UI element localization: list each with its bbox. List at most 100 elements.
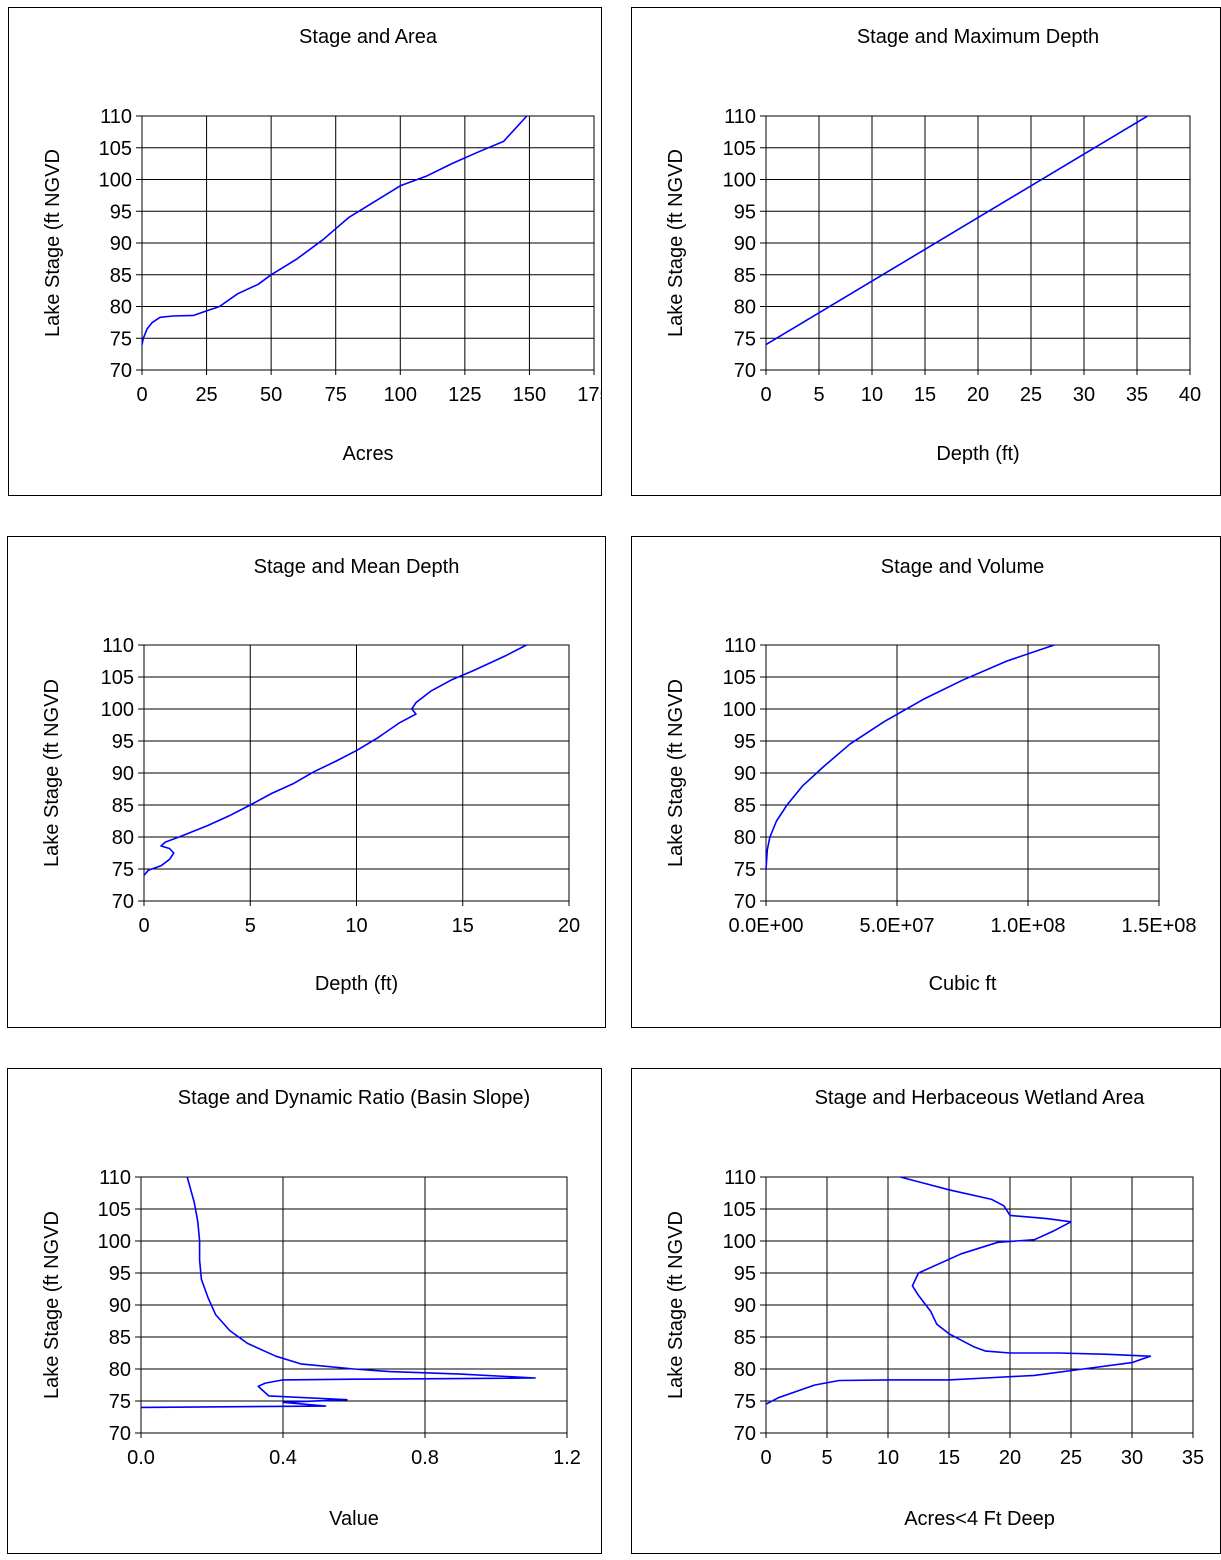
chart-title: Stage and Herbaceous Wetland Area	[815, 1087, 1146, 1109]
y-tick-label: 100	[723, 1231, 756, 1253]
chart-title: Stage and Volume	[881, 556, 1044, 578]
y-tick-label: 110	[102, 635, 134, 657]
x-tick-label: 20	[999, 1447, 1021, 1469]
x-tick-label: 0.8	[411, 1447, 439, 1469]
x-tick-label: 40	[1179, 384, 1201, 406]
y-axis-label: Lake Stage (ft NGVD	[41, 679, 63, 867]
x-tick-label: 15	[938, 1447, 960, 1469]
y-tick-label: 95	[734, 731, 756, 753]
y-tick-label: 100	[101, 699, 134, 721]
y-tick-label: 110	[724, 106, 756, 128]
y-tick-label: 105	[101, 667, 134, 689]
y-tick-label: 95	[110, 201, 132, 223]
x-tick-label: 25	[1020, 384, 1042, 406]
chart-panel-stage-volume: Stage and Volume 0.0E+00 5.0E+07 1.0E+08 1.5…	[631, 536, 1221, 1028]
y-tick-label: 90	[109, 1295, 131, 1317]
y-tick-label: 70	[734, 891, 756, 913]
chart-title: Stage and Area	[299, 26, 438, 48]
y-tick-label: 75	[109, 1391, 131, 1413]
x-tick-label: 0.0	[127, 1447, 155, 1469]
y-axis-label: Lake Stage (ft NGVD	[665, 679, 687, 867]
x-tick-label: 1.5E+08	[1121, 915, 1196, 937]
y-tick-label: 70	[734, 1423, 756, 1445]
y-tick-label: 110	[100, 106, 132, 128]
x-tick-label: 0	[760, 384, 771, 406]
x-tick-label: 25	[1060, 1447, 1082, 1469]
y-tick-label: 110	[724, 1167, 756, 1189]
x-tick-label: 150	[513, 384, 546, 406]
y-tick-label: 105	[723, 138, 756, 160]
y-tick-label: 75	[734, 859, 756, 881]
y-tick-label: 85	[734, 795, 756, 817]
series-line	[765, 115, 1149, 346]
x-axis-label: Depth (ft)	[936, 443, 1019, 465]
chart-svg: Stage and Maximum Depth 0 5 10 15 20 25 30 35 40 7…	[665, 26, 1201, 465]
y-tick-label: 80	[734, 827, 756, 849]
plot-area-frame	[140, 1176, 568, 1434]
x-tick-label: 10	[877, 1447, 899, 1469]
x-tick-label: 125	[448, 384, 481, 406]
chart-panel-stage-dynamic-ratio-box: Stage and Dynamic Ratio (Basin Slope) 0.0…	[7, 1068, 602, 1554]
y-tick-label: 100	[723, 170, 756, 192]
x-tick-label: 0	[136, 384, 147, 406]
y-tick-label: 85	[109, 1327, 131, 1349]
x-tick-label: 20	[967, 384, 989, 406]
y-tick-label: 90	[112, 763, 134, 785]
x-tick-label: 175	[577, 384, 601, 406]
x-tick-label: 5.0E+07	[859, 915, 934, 937]
x-tick-label: 100	[384, 384, 417, 406]
y-tick-label: 90	[734, 1295, 756, 1317]
y-tick-label: 100	[98, 1231, 131, 1253]
y-tick-label: 80	[109, 1359, 131, 1381]
plot-area-frame	[765, 1176, 1194, 1434]
x-axis-label: Acres	[342, 443, 393, 465]
chart-svg: Stage and Volume 0.0E+00 5.0E+07 1.0E+08 1.5…	[665, 556, 1197, 995]
series-line	[140, 1176, 536, 1409]
y-tick-label: 85	[112, 795, 134, 817]
x-tick-label: 10	[345, 915, 367, 937]
y-tick-label: 105	[98, 1199, 131, 1221]
x-tick-label: 0.4	[269, 1447, 297, 1469]
y-tick-label: 105	[99, 138, 132, 160]
x-tick-label: 30	[1073, 384, 1095, 406]
y-tick-label: 75	[110, 328, 132, 350]
y-tick-label: 110	[99, 1167, 131, 1189]
series-line	[765, 644, 1055, 870]
y-tick-label: 95	[734, 201, 756, 223]
plot-area-frame	[141, 115, 595, 371]
y-tick-label: 95	[109, 1263, 131, 1285]
x-tick-label: 0.0E+00	[728, 915, 803, 937]
x-axis-label: Cubic ft	[929, 973, 997, 995]
plot-area-frame	[765, 644, 1160, 902]
y-axis-label: Lake Stage (ft NGVD	[42, 149, 64, 337]
y-tick-label: 105	[723, 667, 756, 689]
y-tick-label: 110	[724, 635, 756, 657]
plot-area-frame	[143, 644, 570, 902]
x-tick-label: 50	[260, 384, 282, 406]
x-tick-label: 0	[760, 1447, 771, 1469]
x-tick-label: 35	[1126, 384, 1148, 406]
plot-area-frame	[765, 115, 1191, 371]
chart-title: Stage and Dynamic Ratio (Basin Slope)	[178, 1087, 530, 1109]
x-tick-label: 5	[245, 915, 256, 937]
x-axis-label: Depth (ft)	[315, 973, 398, 995]
y-tick-label: 75	[734, 1391, 756, 1413]
x-tick-label: 30	[1121, 1447, 1143, 1469]
chart-svg: Stage and Area 0 25 50 75 100 125 150 175 70 75 80 8…	[42, 26, 601, 465]
chart-panel-stage-herbaceous-wetland: Stage and Herbaceous Wetland Area 0 5 10 15 2…	[631, 1068, 1221, 1554]
x-tick-label: 0	[138, 915, 149, 937]
y-tick-label: 100	[99, 170, 132, 192]
series-line	[765, 1176, 1152, 1405]
y-tick-label: 105	[723, 1199, 756, 1221]
y-tick-label: 70	[109, 1423, 131, 1445]
chart-panel-stage-area: Stage and Area 0 25 50 75 100 125 150 175 70 75 80 8…	[8, 7, 602, 496]
chart-svg: Stage and Herbaceous Wetland Area 0 5 10 15 2…	[665, 1087, 1204, 1530]
chart-svg: Stage and Mean Depth 0 5 10 15 20 70 75 80 85 90 95…	[41, 556, 580, 995]
y-tick-label: 85	[110, 265, 132, 287]
y-tick-label: 85	[734, 1327, 756, 1349]
x-tick-label: 25	[195, 384, 217, 406]
chart-panel-stage-mean-depth: Stage and Mean Depth 0 5 10 15 20 70 75 80 85 90 95…	[7, 536, 606, 1028]
x-tick-label: 75	[325, 384, 347, 406]
y-axis-label: Lake Stage (ft NGVD	[665, 1211, 687, 1399]
x-tick-label: 5	[813, 384, 824, 406]
